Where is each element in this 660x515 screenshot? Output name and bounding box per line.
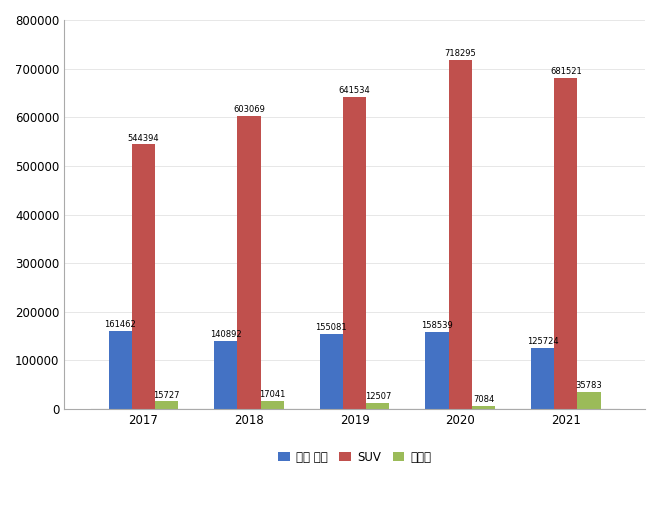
Text: 12507: 12507 (365, 392, 391, 401)
Text: 155081: 155081 (315, 323, 347, 332)
Text: 718295: 718295 (444, 49, 476, 58)
Text: 15727: 15727 (153, 391, 180, 400)
Bar (132, 144, 155, 409)
Text: 641534: 641534 (339, 87, 370, 95)
Text: 158539: 158539 (421, 321, 453, 330)
Text: 17041: 17041 (259, 390, 285, 399)
Text: 7084: 7084 (473, 395, 494, 404)
Text: 603069: 603069 (233, 105, 265, 114)
Bar (320, 334, 343, 409)
Bar (554, 78, 578, 409)
Bar (449, 60, 472, 409)
Bar (109, 331, 132, 409)
Bar (214, 340, 238, 409)
Text: 544394: 544394 (127, 133, 159, 143)
Bar (531, 348, 554, 409)
Bar (155, 401, 178, 409)
Bar (472, 406, 495, 409)
Bar (425, 332, 449, 409)
Text: 161462: 161462 (104, 320, 136, 329)
Legend: 중형 세단, SUV, 전기자: 중형 세단, SUV, 전기자 (273, 446, 436, 469)
Text: 140892: 140892 (210, 330, 242, 339)
Bar (366, 403, 389, 409)
Text: 125724: 125724 (527, 337, 558, 346)
Bar (261, 401, 284, 409)
Text: 681521: 681521 (550, 67, 581, 76)
Text: 35783: 35783 (576, 381, 603, 390)
Bar (578, 391, 601, 409)
Bar (343, 97, 366, 409)
Bar (238, 116, 261, 409)
